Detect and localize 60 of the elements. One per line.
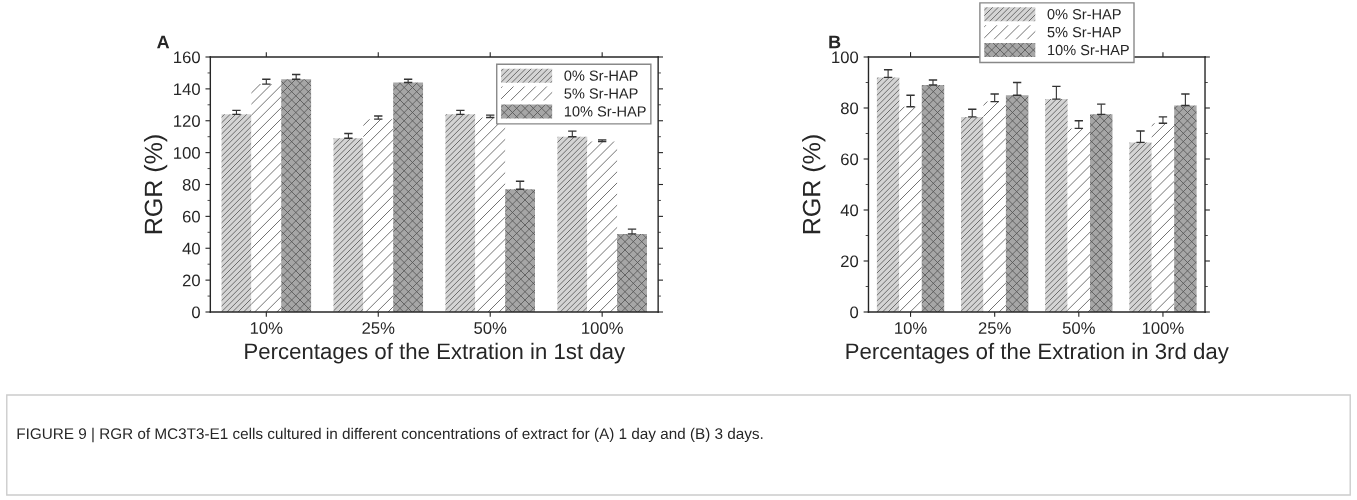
bar xyxy=(1045,99,1068,312)
bar xyxy=(363,119,394,312)
bar xyxy=(1067,128,1091,312)
y-tick-label: 160 xyxy=(174,51,200,64)
y-tick-label: 60 xyxy=(841,153,859,166)
bar xyxy=(393,82,424,312)
y-tick-label: 0 xyxy=(850,306,859,319)
bar xyxy=(505,189,535,312)
chart-title: B xyxy=(829,35,841,49)
y-tick-label: 140 xyxy=(174,83,200,96)
x-tick-label: 25% xyxy=(362,322,395,334)
x-tick-label: 100% xyxy=(1142,322,1184,334)
bar xyxy=(876,77,900,312)
x-tick-label: 10% xyxy=(250,322,283,334)
legend-label: 0% Sr-HAP xyxy=(564,70,638,81)
bar xyxy=(221,114,252,312)
y-tick-label: 120 xyxy=(174,115,200,127)
bar xyxy=(445,114,476,312)
x-tick-label: 100% xyxy=(582,322,623,334)
y-tick-label: 100 xyxy=(832,51,859,64)
x-tick-label: 25% xyxy=(978,322,1011,334)
caption: FIGURE 9 | RGR of MC3T3-E1 cells cultured in different concentrations of extract for (A) 1 day and (B) 3 days. xyxy=(17,427,763,443)
bar xyxy=(921,85,945,312)
y-tick-label: 40 xyxy=(182,242,200,255)
legend-label: 0% Sr-HAP xyxy=(1047,9,1121,20)
y-tick-label: 100 xyxy=(174,147,200,159)
bar xyxy=(899,106,922,312)
bar xyxy=(557,136,588,312)
bar xyxy=(587,141,618,312)
bar xyxy=(1129,142,1152,312)
bar xyxy=(1151,123,1175,312)
bar xyxy=(1174,105,1197,312)
bar xyxy=(617,233,647,312)
y-tick-label: 80 xyxy=(840,102,859,115)
y-tick-label: 40 xyxy=(840,204,859,217)
bar xyxy=(961,116,984,312)
bar xyxy=(333,138,364,312)
legend-label: 10% Sr-HAP xyxy=(564,106,646,117)
x-tick-label: 50% xyxy=(474,322,507,334)
y-tick-label: 20 xyxy=(182,274,200,287)
x-axis-title: Percentages of the Extration in 1st day xyxy=(245,342,626,364)
bar xyxy=(1090,114,1113,312)
chart-title: A xyxy=(157,35,170,49)
y-tick-label: 0 xyxy=(192,306,200,319)
y-axis-title: RGR (%) xyxy=(143,135,168,234)
y-axis-title: RGR (%) xyxy=(802,135,826,234)
y-tick-label: 80 xyxy=(182,178,200,191)
y-tick-label: 20 xyxy=(841,255,859,268)
legend-label: 5% Sr-HAP xyxy=(1047,26,1121,38)
x-axis-title: Percentages of the Extration in 3rd day xyxy=(846,342,1229,364)
y-tick-label: 60 xyxy=(182,210,200,223)
bar xyxy=(281,79,312,312)
x-tick-label: 10% xyxy=(895,322,927,334)
legend-label: 5% Sr-HAP xyxy=(564,88,638,99)
x-tick-label: 50% xyxy=(1062,322,1095,334)
bar xyxy=(251,84,282,312)
bar xyxy=(1005,95,1029,312)
bar xyxy=(983,101,1006,312)
bar xyxy=(475,117,506,312)
legend-label: 10% Sr-HAP xyxy=(1048,44,1129,56)
